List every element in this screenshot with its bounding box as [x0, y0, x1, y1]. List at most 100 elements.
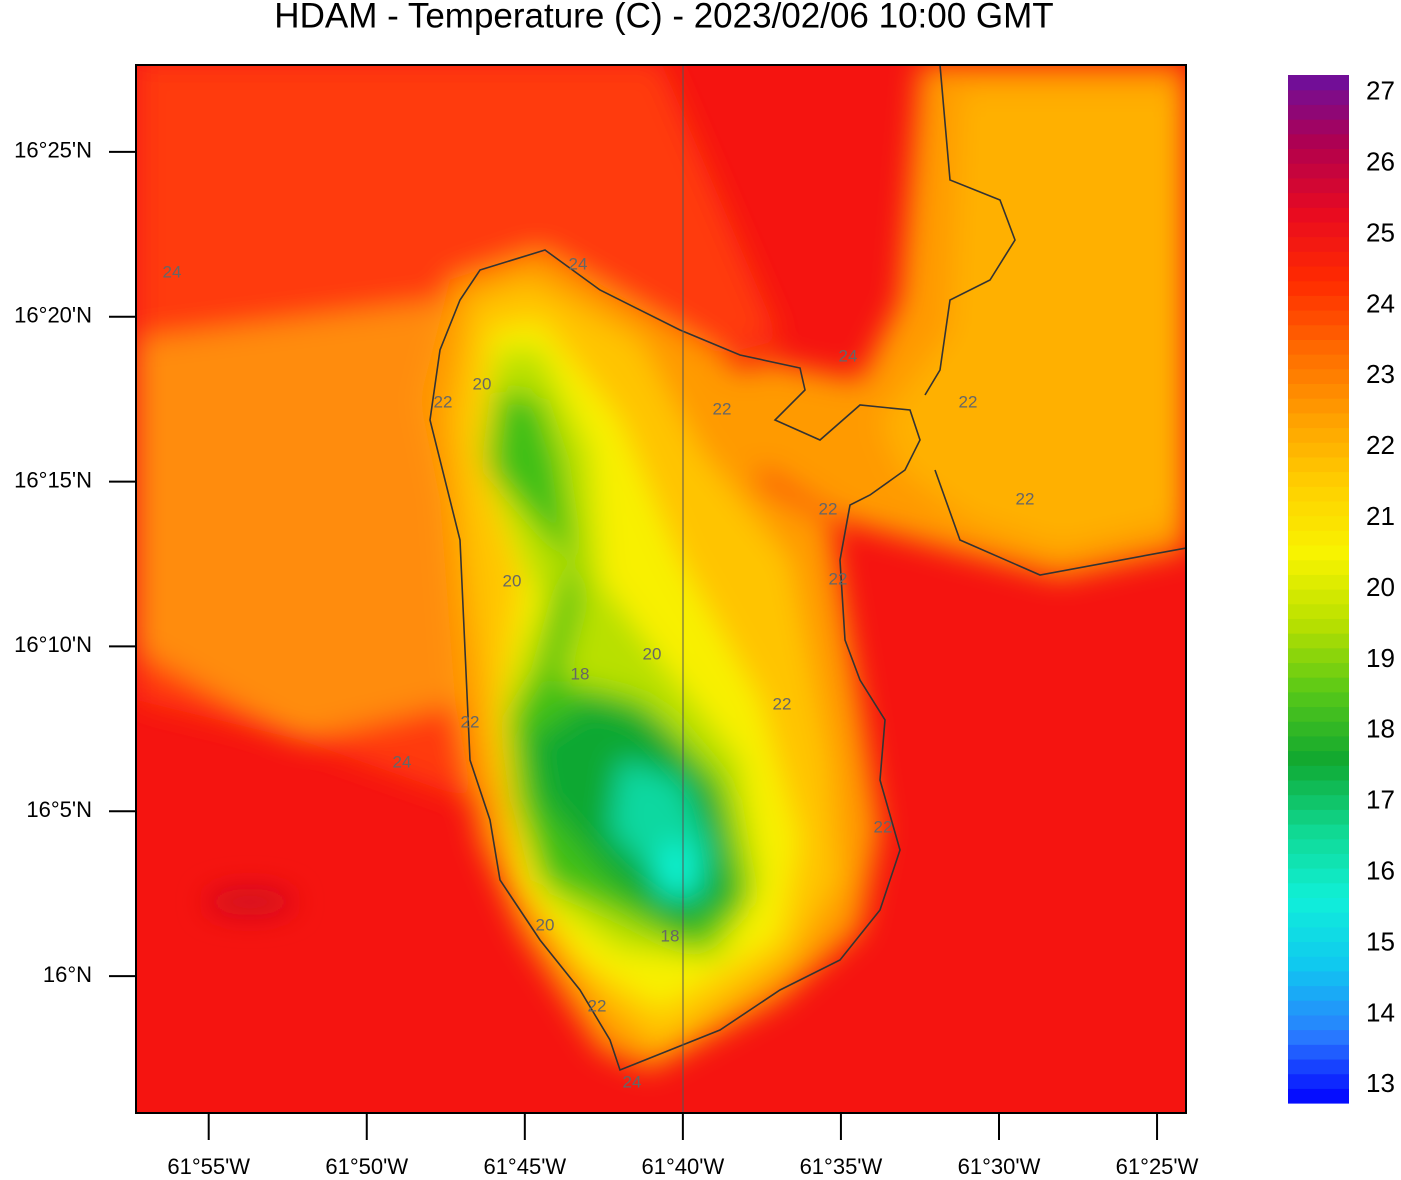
colorbar-label: 22 — [1366, 430, 1395, 460]
colorbar-band — [1288, 618, 1349, 634]
colorbar-label: 25 — [1366, 217, 1395, 247]
y-tick-label: 16°5'N — [26, 797, 92, 822]
colorbar-band — [1288, 221, 1349, 238]
x-tick-label: 61°35'W — [800, 1154, 883, 1179]
colorbar-band — [1288, 706, 1349, 722]
colorbar-band — [1288, 192, 1349, 208]
coastline — [924, 65, 1186, 576]
colorbar-band — [1288, 1058, 1349, 1075]
colorbar-band — [1288, 442, 1349, 458]
colorbar-band — [1288, 354, 1349, 370]
colorbar-band — [1288, 133, 1349, 150]
contour-label: 22 — [588, 996, 607, 1015]
colorbar-band — [1288, 956, 1349, 972]
colorbar-band — [1288, 280, 1349, 296]
colorbar-band — [1288, 853, 1349, 869]
contour-label: 22 — [819, 499, 838, 518]
colorbar-label: 23 — [1366, 359, 1395, 389]
x-tick-label: 61°50'W — [325, 1154, 408, 1179]
contour-label: 22 — [959, 392, 978, 411]
colorbar-label: 26 — [1366, 146, 1395, 176]
colorbar-band — [1288, 1000, 1349, 1016]
colorbar-band — [1288, 486, 1349, 502]
contour-label: 22 — [1016, 489, 1035, 508]
colorbar-band — [1288, 823, 1349, 840]
colorbar-band — [1288, 89, 1349, 105]
colorbar-band — [1288, 1044, 1349, 1060]
contour-label: 20 — [536, 915, 555, 934]
x-tick-label: 61°30'W — [958, 1154, 1041, 1179]
colorbar-band — [1288, 177, 1349, 194]
contour-label: 20 — [473, 374, 492, 393]
colorbar-band — [1288, 251, 1349, 267]
colorbar-band — [1288, 809, 1349, 825]
contour-label: 18 — [661, 926, 680, 945]
contour-labels: 24 24 24 22 20 22 22 22 22 20 22 20 18 2… — [163, 254, 1035, 1091]
colorbar-band — [1288, 677, 1349, 693]
colorbar-band — [1288, 163, 1349, 179]
colorbar-band — [1288, 383, 1349, 399]
colorbar-band — [1288, 207, 1349, 223]
colorbar-band — [1288, 471, 1349, 487]
colorbar-band — [1288, 941, 1349, 957]
contour-label: 18 — [571, 664, 590, 683]
colorbar-band — [1288, 1073, 1349, 1089]
colorbar-band — [1288, 309, 1349, 326]
colorbar-band — [1288, 544, 1349, 561]
contour-label: 20 — [643, 644, 662, 663]
colorbar-band — [1288, 912, 1349, 928]
colorbar-label: 24 — [1366, 288, 1395, 318]
contour-label: 22 — [773, 694, 792, 713]
contour-label: 24 — [393, 752, 412, 771]
colorbar-band — [1288, 574, 1349, 590]
map-frame — [135, 64, 1187, 1114]
colorbar-band — [1288, 1014, 1349, 1031]
contour-label: 22 — [874, 817, 893, 836]
colorbar-band — [1288, 456, 1349, 473]
colorbar-label: 20 — [1366, 572, 1395, 602]
y-tick-label: 16°25'N — [14, 138, 92, 163]
y-tick-label: 16°20'N — [14, 303, 92, 328]
contour-label: 22 — [713, 399, 732, 418]
colorbar-band — [1288, 295, 1349, 311]
colorbar-band — [1288, 75, 1349, 91]
colorbar-label: 16 — [1366, 855, 1395, 885]
x-tick-label: 61°40'W — [642, 1154, 725, 1179]
colorbar-label: 27 — [1366, 76, 1395, 106]
title: HDAM - Temperature (C) - 2023/02/06 10:0… — [274, 0, 1053, 35]
contour-label: 24 — [163, 262, 182, 281]
contour-label: 22 — [434, 392, 453, 411]
colorbar-band — [1288, 530, 1349, 546]
colorbar-band — [1288, 339, 1349, 355]
colorbar-band — [1288, 838, 1349, 854]
contour-label: 20 — [503, 571, 522, 590]
y-tick-label: 16°15'N — [14, 467, 92, 492]
colorbar-band — [1288, 324, 1349, 340]
x-tick-label: 61°45'W — [483, 1154, 566, 1179]
colorbar-band — [1288, 368, 1349, 384]
colorbar-band — [1288, 691, 1349, 708]
x-tick-label: 61°25'W — [1116, 1154, 1199, 1179]
contour-label: 22 — [829, 569, 848, 588]
colorbar-band — [1288, 633, 1349, 649]
colorbar-band — [1288, 662, 1349, 678]
colorbar-band — [1288, 970, 1349, 987]
colorbar-band — [1288, 765, 1349, 781]
colorbar-band — [1288, 119, 1349, 135]
colorbar-label: 18 — [1366, 714, 1395, 744]
contour-label: 24 — [569, 254, 588, 273]
colorbar-band — [1288, 559, 1349, 575]
colorbar-label: 13 — [1366, 1068, 1395, 1098]
colorbar-band — [1288, 148, 1349, 164]
colorbar-band — [1288, 779, 1349, 796]
colorbar-band — [1288, 985, 1349, 1001]
colorbar-band — [1288, 868, 1349, 884]
colorbar-band — [1288, 647, 1349, 664]
colorbar-band — [1288, 589, 1349, 605]
colorbar-band — [1288, 265, 1349, 282]
colorbar-band — [1288, 735, 1349, 752]
colorbar-band — [1288, 721, 1349, 737]
temperature-field: 24 24 24 22 20 22 22 22 22 20 22 20 18 2… — [136, 65, 1186, 1113]
colorbar-band — [1288, 750, 1349, 766]
